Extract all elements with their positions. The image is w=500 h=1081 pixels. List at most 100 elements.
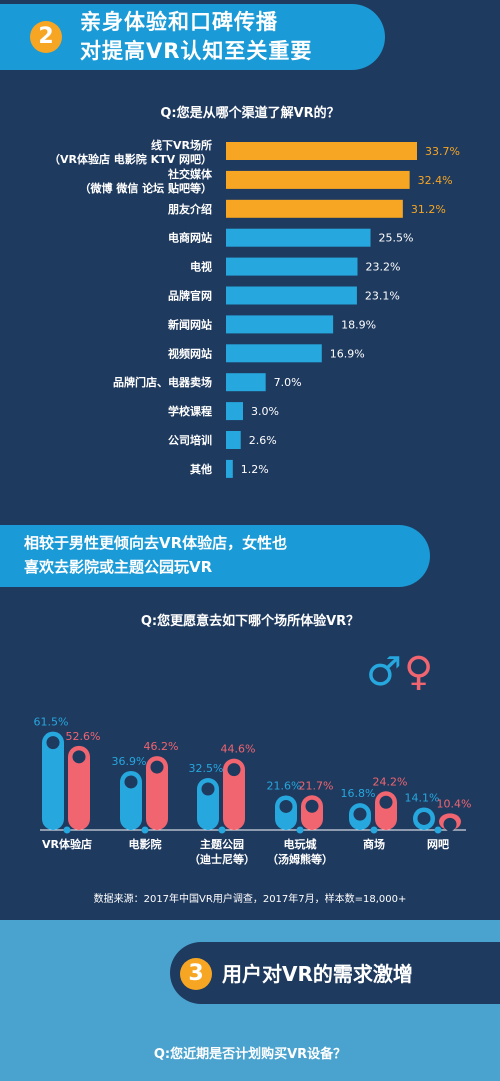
category-label-7: 视频网站 [168, 346, 212, 360]
value-label-4: 23.2% [365, 261, 400, 274]
category-label-5: 网吧 [427, 838, 449, 851]
category-label-3-0: 电玩城 [284, 837, 317, 851]
value-label-6: 18.9% [341, 318, 376, 331]
value-label-2: 31.2% [411, 203, 446, 216]
category-label-3-1: （汤姆熊等） [267, 852, 333, 866]
bar-cap-s1-5 [443, 817, 457, 831]
category-label-0: VR体验店 [42, 837, 92, 851]
value-label-s1-4: 24.2% [373, 775, 408, 788]
bar-cap-s1-4 [379, 795, 393, 809]
axis-dot-4 [370, 826, 378, 834]
section-title: 亲身体验和口碑传播 对提高VR认知至关重要 [80, 8, 312, 66]
bar-8 [226, 373, 266, 392]
value-label-s0-2: 32.5% [189, 762, 224, 775]
section-title-line1: 亲身体验和口碑传播 [80, 10, 278, 34]
category-label-1: 电影院 [129, 837, 162, 851]
axis-dot-2 [218, 826, 226, 834]
value-label-10: 2.6% [249, 434, 277, 447]
value-label-s0-0: 61.5% [34, 716, 69, 729]
axis-dot-3 [296, 826, 304, 834]
bar-4 [226, 257, 358, 276]
category-label-0-0: 线下VR场所 [151, 138, 212, 152]
gender-insight-line2: 喜欢去影院或主题公园玩VR [24, 558, 213, 576]
bar-6 [226, 315, 334, 334]
male-icon: ♂ [366, 649, 402, 695]
value-label-3: 25.5% [379, 232, 414, 245]
bar-2 [226, 199, 403, 218]
bar-cap-s0-0 [46, 736, 60, 750]
chart3-question: Q:您近期是否计划购买VR设备？ [153, 1047, 347, 1062]
value-label-s0-3: 21.6% [267, 779, 302, 792]
category-label-6: 新闻网站 [168, 317, 212, 331]
category-label-2: 朋友介绍 [167, 202, 212, 216]
value-label-0: 33.7% [425, 145, 460, 158]
section3-title: 用户对VR的需求激增 [222, 962, 413, 986]
category-label-2-0: 主题公园 [200, 837, 244, 851]
bar-s1-0 [68, 745, 90, 830]
bar-cap-s1-0 [72, 750, 86, 764]
category-label-4: 商场 [363, 837, 385, 851]
value-label-s1-2: 44.6% [221, 743, 256, 756]
gender-insight-text: 相较于男性更倾向去VR体验店，女性也 喜欢去影院或主题公园玩VR [24, 531, 287, 579]
venue-grouped-bar-chart: VR体验店 电影院 主题公园（迪士尼等） 电玩城（汤姆熊等） 商场 网吧 61.5% 36.9… [34, 716, 472, 866]
bar-cap-s1-1 [150, 760, 164, 774]
value-label-11: 1.2% [241, 463, 269, 476]
value-label-7: 16.9% [330, 347, 365, 360]
value-label-s0-4: 16.8% [341, 787, 376, 800]
category-label-11: 其他 [190, 462, 212, 476]
value-label-8: 7.0% [274, 376, 302, 389]
channel-bar-chart: 33.7% 线下VR场所（VR体验店 电影院 KTV 网吧） 32.4% 社交媒体（微… [49, 138, 460, 478]
value-label-1: 32.4% [418, 174, 453, 187]
data-source-note: 数据来源：2017年中国VR用户调查，2017年7月，样本数=18,000+ [93, 894, 407, 905]
category-label-3: 电商网站 [168, 231, 212, 245]
bar-0 [226, 142, 417, 160]
bar-11 [226, 459, 233, 478]
section-title-line2: 对提高VR认知至关重要 [80, 39, 313, 63]
value-label-s1-0: 52.6% [66, 730, 101, 743]
value-label-s0-1: 36.9% [112, 755, 147, 768]
bar-s1-2 [223, 758, 245, 830]
axis-dot-0 [63, 826, 71, 834]
section3-banner [170, 942, 500, 1004]
axis-dot-5 [434, 826, 442, 834]
axis-dot-1 [141, 826, 149, 834]
bar-cap-s0-1 [124, 775, 138, 789]
bar-cap-s0-5 [417, 811, 431, 825]
bar-s1-1 [146, 756, 168, 830]
category-label-0-1: （VR体验店 电影院 KTV 网吧） [49, 152, 212, 166]
female-icon: ♀ [404, 649, 434, 695]
category-label-1-0: 社交媒体 [167, 167, 213, 181]
category-label-5: 品牌官网 [168, 289, 212, 303]
bar-cap-s0-2 [201, 782, 215, 796]
bar-cap-s1-2 [227, 763, 241, 777]
gender-insight-line1: 相较于男性更倾向去VR体验店，女性也 [24, 534, 288, 552]
category-label-4: 电视 [190, 260, 212, 274]
value-label-s1-1: 46.2% [144, 740, 179, 753]
bar-cap-s1-3 [305, 799, 319, 813]
chart2-question: Q:您更愿意去如下哪个场所体验VR？ [140, 614, 360, 629]
bar-1 [226, 170, 410, 189]
bar-3 [226, 228, 371, 247]
section-header-banner [0, 4, 385, 70]
value-label-s0-5: 14.1% [405, 791, 440, 804]
value-label-5: 23.1% [365, 290, 400, 303]
section3-number-badge: 3 [180, 958, 212, 990]
value-label-s1-5: 10.4% [437, 797, 472, 810]
category-label-2-1: （迪士尼等） [189, 852, 255, 866]
bar-cap-s0-4 [353, 807, 367, 821]
bar-cap-s0-3 [279, 799, 293, 813]
value-label-s1-3: 21.7% [299, 779, 334, 792]
bar-7 [226, 344, 322, 363]
category-label-1-1: （微博 微信 论坛 贴吧等） [80, 181, 213, 195]
section-number-badge: 2 [30, 21, 62, 53]
bar-s0-1 [120, 770, 142, 830]
bar-9 [226, 402, 244, 421]
value-label-9: 3.0% [251, 405, 279, 418]
category-label-9: 学校课程 [168, 404, 212, 418]
category-label-10: 公司培训 [168, 433, 212, 447]
gender-insight-banner [0, 525, 430, 587]
bar-5 [226, 286, 357, 305]
bar-s0-0 [42, 731, 64, 830]
category-label-8: 品牌门店、电器卖场 [113, 375, 212, 389]
chart1-question: Q:您是从哪个渠道了解VR的？ [160, 106, 340, 121]
